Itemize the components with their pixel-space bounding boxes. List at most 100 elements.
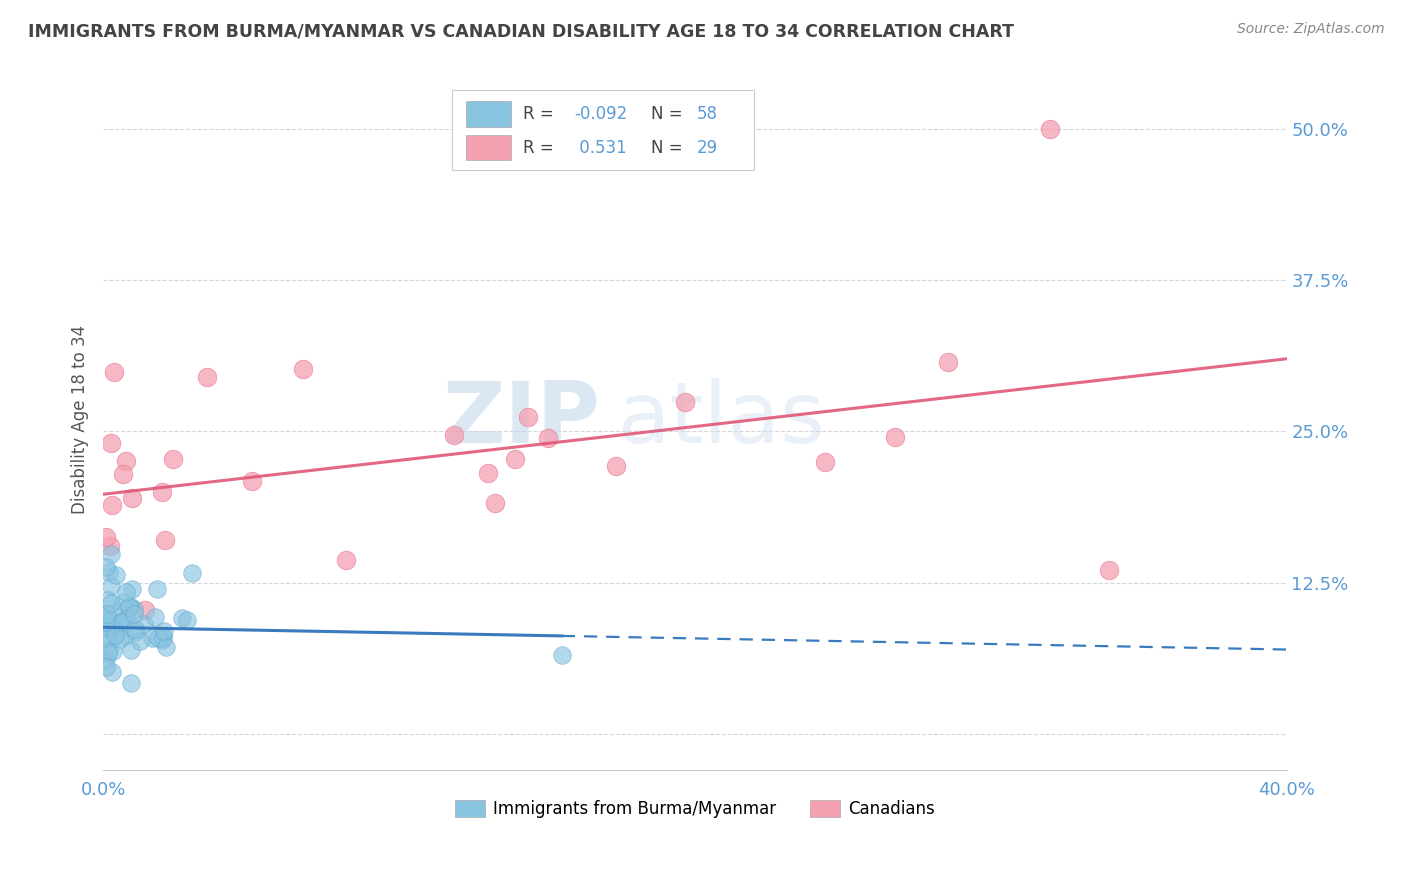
Point (240, 474, 263, 488)
Point (114, 612, 136, 626)
Point (152, 485, 174, 500)
Point (115, 613, 138, 627)
Point (516, 409, 538, 424)
Point (292, 362, 315, 376)
Point (124, 607, 146, 621)
FancyBboxPatch shape (467, 136, 512, 161)
Point (124, 622, 146, 636)
Point (94, 613, 117, 627)
Point (94, 560, 117, 574)
Legend: Immigrants from Burma/Myanmar, Canadians: Immigrants from Burma/Myanmar, Canadians (449, 793, 942, 825)
Text: 0.531: 0.531 (574, 139, 627, 157)
FancyBboxPatch shape (467, 102, 512, 127)
Point (98, 539, 121, 553)
Point (170, 611, 193, 625)
Point (141, 631, 163, 645)
Point (155, 533, 177, 547)
Point (152, 629, 174, 643)
Point (94, 659, 117, 673)
Point (100, 665, 122, 680)
Point (105, 568, 128, 582)
Point (443, 427, 465, 442)
Point (120, 599, 142, 613)
Point (152, 632, 174, 646)
Point (96, 646, 118, 660)
Point (195, 370, 218, 384)
Point (98, 642, 121, 657)
Point (150, 632, 173, 647)
Point (124, 624, 146, 639)
Point (536, 432, 558, 446)
FancyBboxPatch shape (453, 89, 754, 170)
Point (96, 615, 118, 629)
Point (98, 565, 121, 579)
Y-axis label: Disability Age 18 to 34: Disability Age 18 to 34 (72, 325, 89, 514)
Point (1098, 564, 1121, 578)
Point (112, 595, 135, 609)
Point (673, 394, 696, 409)
Text: atlas: atlas (617, 377, 825, 461)
Point (104, 628, 127, 642)
Point (143, 610, 166, 624)
Point (120, 642, 142, 657)
Text: 29: 29 (697, 139, 718, 157)
Point (129, 633, 152, 648)
Point (118, 599, 141, 614)
Point (153, 624, 176, 638)
Point (100, 579, 122, 593)
Point (110, 615, 132, 629)
Point (103, 365, 125, 379)
Point (101, 498, 124, 512)
Point (94, 607, 117, 621)
Point (96, 653, 118, 667)
Point (503, 452, 526, 467)
Point (100, 596, 122, 610)
Point (134, 617, 156, 632)
Point (94, 622, 117, 636)
Text: IMMIGRANTS FROM BURMA/MYANMAR VS CANADIAN DISABILITY AGE 18 TO 34 CORRELATION CH: IMMIGRANTS FROM BURMA/MYANMAR VS CANADIA… (28, 22, 1014, 40)
Point (484, 496, 506, 510)
Point (551, 648, 574, 662)
Point (94, 626, 117, 640)
Text: R =: R = (523, 139, 560, 157)
Text: 58: 58 (697, 105, 718, 123)
Point (97, 593, 120, 607)
Point (180, 566, 202, 580)
Text: N =: N = (651, 105, 688, 123)
Point (605, 459, 627, 474)
Point (111, 615, 134, 629)
Point (121, 582, 143, 596)
Point (122, 602, 145, 616)
Text: -0.092: -0.092 (574, 105, 627, 123)
Point (105, 603, 128, 617)
Point (94, 530, 117, 544)
Text: ZIP: ZIP (443, 377, 600, 461)
Text: R =: R = (523, 105, 560, 123)
Point (884, 430, 907, 444)
Point (335, 552, 357, 566)
Point (176, 613, 198, 627)
Point (96, 607, 118, 622)
Point (110, 632, 132, 646)
Point (103, 626, 125, 640)
Point (936, 354, 959, 368)
Point (105, 618, 128, 632)
Point (115, 585, 138, 599)
Point (134, 603, 156, 617)
Point (1039, 122, 1062, 136)
Point (120, 676, 142, 690)
Point (146, 582, 169, 596)
Text: N =: N = (651, 139, 688, 157)
Point (115, 454, 138, 468)
Point (94, 620, 117, 634)
Point (146, 632, 169, 646)
Point (814, 455, 837, 469)
Point (111, 467, 134, 482)
Point (162, 452, 184, 467)
Text: Source: ZipAtlas.com: Source: ZipAtlas.com (1237, 22, 1385, 37)
Point (94, 631, 117, 645)
Point (101, 644, 124, 658)
Point (121, 491, 143, 505)
Point (107, 624, 129, 638)
Point (155, 640, 177, 654)
